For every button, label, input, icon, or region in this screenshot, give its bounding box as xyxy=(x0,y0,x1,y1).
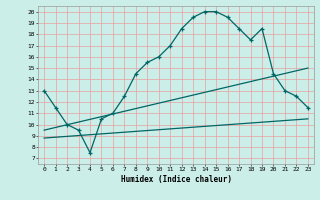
X-axis label: Humidex (Indice chaleur): Humidex (Indice chaleur) xyxy=(121,175,231,184)
